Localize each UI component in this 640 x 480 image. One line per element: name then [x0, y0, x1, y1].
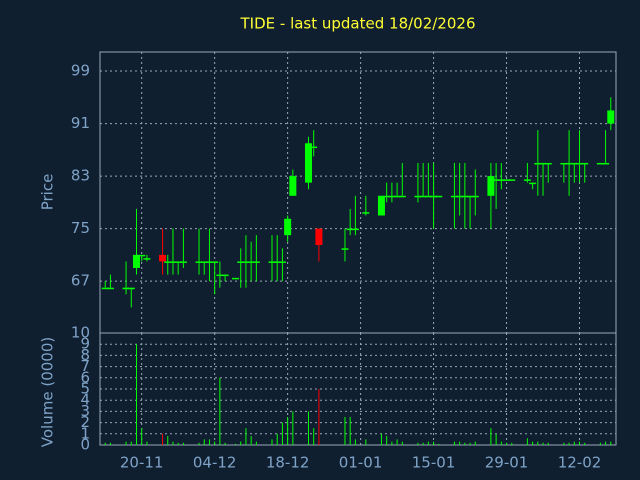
candle-body: [138, 254, 146, 257]
y-tick-label: 99: [71, 62, 90, 80]
volume-tick-label: 3: [80, 402, 90, 420]
y-tick-label: 75: [71, 219, 90, 237]
x-tick-label: 20-11: [120, 454, 164, 472]
x-tick-label: 15-01: [412, 454, 456, 472]
chart-title: TIDE - last updated 18/02/2026: [240, 15, 476, 33]
candle-body: [304, 143, 312, 183]
candle-body: [143, 258, 151, 260]
candle-body: [508, 179, 516, 181]
x-tick-label: 18-12: [266, 454, 310, 472]
x-tick-label: 01-01: [339, 454, 383, 472]
candle-body: [393, 195, 401, 198]
candle-body: [101, 287, 109, 290]
candle-body: [471, 195, 479, 198]
candle-body: [570, 162, 578, 165]
candle-body: [596, 162, 604, 165]
candle-body: [362, 212, 370, 214]
volume-tick-label: 7: [80, 357, 90, 375]
candle-body: [315, 228, 323, 246]
volume-tick-label: 9: [80, 335, 90, 353]
candle-body: [252, 261, 260, 263]
candle-body: [503, 179, 511, 181]
candle-body: [544, 162, 552, 165]
candle-body: [200, 261, 208, 263]
candle-body: [289, 176, 297, 196]
candle-body: [492, 179, 500, 181]
candle-body: [247, 261, 255, 263]
candle-body: [242, 261, 250, 263]
volume-tick-label: 10: [71, 324, 90, 342]
candle-body: [159, 254, 167, 262]
candle-body: [127, 287, 135, 290]
candle-body: [607, 110, 615, 124]
candle-body: [529, 182, 537, 185]
candle-body: [539, 162, 547, 165]
candle-body: [310, 146, 318, 149]
volume-tick-label: 6: [80, 368, 90, 386]
candle-body: [106, 287, 114, 290]
candle-body: [377, 195, 385, 216]
candle-body: [581, 162, 589, 165]
candle-body: [456, 195, 464, 198]
candle-body: [211, 261, 219, 263]
candle-body: [560, 162, 568, 165]
volume-tick-label: 5: [80, 380, 90, 398]
y-axis-label: Price: [39, 174, 57, 211]
volume-tick-label: 1: [80, 424, 90, 442]
candle-body: [195, 261, 203, 263]
candle-body: [232, 277, 240, 280]
candle-body: [205, 261, 213, 263]
y-tick-label: 91: [71, 114, 90, 132]
candle-body: [419, 195, 427, 198]
x-tick-label: 04-12: [193, 454, 237, 472]
candle-body: [268, 261, 276, 263]
candle-body: [273, 261, 281, 263]
candle-body: [497, 179, 505, 181]
candle-body: [435, 195, 443, 198]
candle-body: [346, 228, 354, 231]
candle-body: [576, 162, 584, 165]
candle-body: [466, 195, 474, 198]
y-tick-label: 83: [71, 167, 90, 185]
candle-body: [534, 162, 542, 165]
candle-body: [164, 261, 172, 263]
candle-body: [216, 274, 224, 277]
candle-body: [237, 261, 245, 263]
x-tick-label: 12-02: [558, 454, 602, 472]
candle-body: [388, 195, 396, 198]
candle-body: [122, 287, 130, 290]
volume-tick-label: 0: [80, 436, 90, 454]
candle-body: [565, 162, 573, 165]
candle-body: [602, 162, 610, 165]
price-frame: [99, 51, 617, 334]
candle-body: [398, 195, 406, 198]
candle-body: [461, 195, 469, 198]
candle-body: [351, 228, 359, 231]
volume-tick-label: 4: [80, 391, 90, 409]
volume-tick-label: 8: [80, 346, 90, 364]
candle-body: [169, 261, 177, 263]
candle-body: [132, 254, 140, 269]
candle-body: [383, 195, 391, 198]
candle-body: [221, 274, 229, 277]
candle-body: [424, 195, 432, 198]
candle-body: [179, 261, 187, 263]
candle-body: [450, 195, 458, 198]
volume-frame: [99, 332, 617, 446]
candle-body: [278, 261, 286, 263]
candle-body: [174, 261, 182, 263]
candle-body: [523, 179, 531, 181]
candle-body: [284, 218, 292, 236]
x-tick-label: 29-01: [485, 454, 529, 472]
candle-body: [430, 195, 438, 198]
volume-axis-label: Volume (0000): [39, 337, 57, 447]
volume-tick-label: 2: [80, 413, 90, 431]
candle-body: [414, 195, 422, 198]
candle-body: [487, 176, 495, 196]
y-tick-label: 67: [71, 272, 90, 290]
candle-body: [341, 248, 349, 250]
